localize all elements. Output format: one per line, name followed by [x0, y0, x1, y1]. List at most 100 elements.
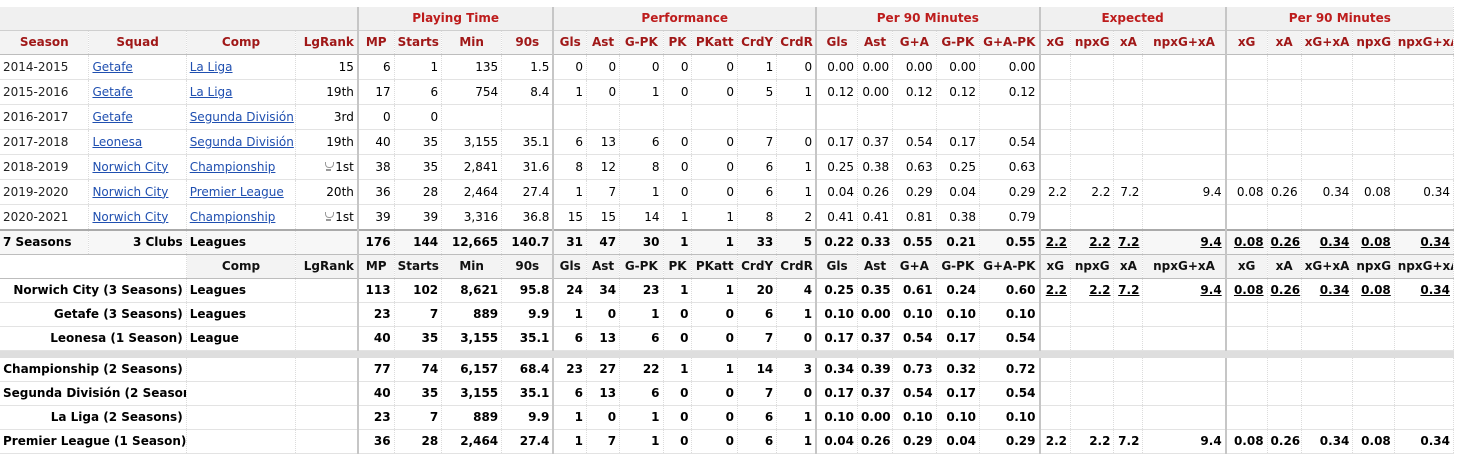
summary-header-g-pk[interactable]: G-PK: [619, 254, 664, 279]
summary-header-xa[interactable]: xA: [1113, 254, 1144, 279]
stat-link[interactable]: 7.2: [1118, 235, 1140, 249]
comp-link[interactable]: La Liga: [189, 84, 233, 99]
column-header-ast[interactable]: Ast: [857, 30, 894, 55]
column-header-xg-xa[interactable]: xG+xA: [1301, 30, 1354, 55]
summary-header-pkatt[interactable]: PKatt: [691, 254, 738, 279]
summary-header-npxg-xa[interactable]: npxG+xA: [1142, 254, 1227, 279]
stat-cell: 0.33: [857, 229, 894, 255]
stat-cell: 40: [356, 381, 395, 406]
summary-header-gls[interactable]: Gls: [815, 254, 858, 279]
column-header-lgrank[interactable]: LgRank: [295, 30, 359, 55]
summary-header-npxg-xa[interactable]: npxG+xA: [1394, 254, 1455, 279]
column-header-gls[interactable]: Gls: [552, 30, 587, 55]
stat-cell: 3,316: [441, 204, 503, 231]
stat-link[interactable]: 0.08: [1233, 235, 1264, 249]
column-header-mp[interactable]: MP: [356, 30, 395, 55]
summary-header-mp[interactable]: MP: [356, 254, 395, 279]
stat-link[interactable]: 0.26: [1270, 235, 1301, 249]
comp-link[interactable]: Premier League: [189, 184, 284, 199]
column-header-xa[interactable]: xA: [1113, 30, 1144, 55]
stat-link[interactable]: 2.2: [1089, 283, 1111, 297]
summary-header-xg[interactable]: xG: [1224, 254, 1268, 279]
stat-link[interactable]: 0.08: [1233, 283, 1264, 297]
column-header-min[interactable]: Min: [441, 30, 503, 55]
stat-cell: 39: [356, 204, 395, 231]
stat-link[interactable]: 0.08: [1361, 283, 1391, 297]
comp-link[interactable]: La Liga: [189, 59, 233, 74]
stat-cell: 6,157: [441, 358, 503, 382]
column-header-npxg[interactable]: npxG: [1070, 30, 1115, 55]
column-header-npxg-xa[interactable]: npxG+xA: [1394, 30, 1455, 55]
summary-header-blank: [0, 254, 187, 279]
squad-link[interactable]: Leonesa: [92, 134, 143, 149]
comp-link[interactable]: Championship: [189, 159, 276, 174]
stat-cell: 1: [552, 179, 587, 205]
stat-cell: 176: [356, 229, 395, 255]
stat-link[interactable]: 0.08: [1361, 235, 1391, 249]
stat-link[interactable]: 0.34: [1319, 235, 1350, 249]
summary-header-g-a-pk[interactable]: G+A-PK: [979, 254, 1040, 279]
column-header-g-pk[interactable]: G-PK: [936, 30, 981, 55]
summary-header-starts[interactable]: Starts: [394, 254, 443, 279]
column-header-xg[interactable]: xG: [1224, 30, 1268, 55]
player-stats-table: Playing Time Performance Per 90 Minutes Exp…: [0, 7, 1455, 454]
squad-link[interactable]: Getafe: [92, 109, 133, 124]
squad-link[interactable]: Norwich City: [92, 209, 169, 224]
column-header-g-pk[interactable]: G-PK: [619, 30, 664, 55]
summary-header-npxg[interactable]: npxG: [1070, 254, 1115, 279]
squad-link[interactable]: Norwich City: [92, 159, 169, 174]
summary-header-xa[interactable]: xA: [1267, 254, 1302, 279]
column-header-ast[interactable]: Ast: [586, 30, 621, 55]
stat-link[interactable]: 9.4: [1200, 283, 1222, 297]
summary-header-xg[interactable]: xG: [1038, 254, 1072, 279]
column-header-starts[interactable]: Starts: [394, 30, 443, 55]
stat-link[interactable]: 2.2: [1045, 235, 1068, 249]
summary-header-crdy[interactable]: CrdY: [737, 254, 778, 279]
column-header-90s[interactable]: 90s: [501, 30, 554, 55]
stat-link[interactable]: 0.34: [1420, 283, 1450, 297]
column-header-npxg-xa[interactable]: npxG+xA: [1142, 30, 1227, 55]
column-header-squad[interactable]: Squad: [88, 30, 187, 55]
column-header-pk[interactable]: PK: [663, 30, 693, 55]
summary-header-xg-xa[interactable]: xG+xA: [1301, 254, 1354, 279]
summary-header-npxg[interactable]: npxG: [1352, 254, 1395, 279]
summary-header-comp[interactable]: Comp: [186, 254, 297, 279]
stat-link[interactable]: 0.34: [1420, 235, 1450, 249]
squad-link[interactable]: Norwich City: [92, 184, 169, 199]
stat-link[interactable]: 9.4: [1200, 235, 1222, 249]
summary-header-ast[interactable]: Ast: [857, 254, 894, 279]
column-header-xg[interactable]: xG: [1038, 30, 1072, 55]
stat-link[interactable]: 7.2: [1118, 283, 1140, 297]
column-header-pkatt[interactable]: PKatt: [691, 30, 738, 55]
summary-header-pk[interactable]: PK: [663, 254, 693, 279]
summary-rank: [295, 326, 359, 351]
column-header-crdr[interactable]: CrdR: [776, 30, 817, 55]
summary-header-g-pk[interactable]: G-PK: [936, 254, 981, 279]
summary-header-ast[interactable]: Ast: [586, 254, 621, 279]
column-header-gls[interactable]: Gls: [815, 30, 858, 55]
summary-header-90s[interactable]: 90s: [501, 254, 554, 279]
comp-link[interactable]: Championship: [189, 209, 276, 224]
stat-link[interactable]: 2.2: [1045, 283, 1068, 297]
summary-header-lgrank[interactable]: LgRank: [295, 254, 359, 279]
summary-header-crdr[interactable]: CrdR: [776, 254, 817, 279]
comp-link[interactable]: Segunda División: [189, 134, 294, 149]
column-header-crdy[interactable]: CrdY: [737, 30, 778, 55]
column-header-g-a[interactable]: G+A: [892, 30, 937, 55]
stat-link[interactable]: 0.34: [1319, 283, 1350, 297]
column-header-npxg[interactable]: npxG: [1352, 30, 1395, 55]
squad-link[interactable]: Getafe: [92, 84, 133, 99]
column-header-g-a-pk[interactable]: G+A-PK: [979, 30, 1040, 55]
comp-link[interactable]: Segunda División: [189, 109, 294, 124]
column-header-season[interactable]: Season: [0, 30, 90, 55]
summary-header-g-a[interactable]: G+A: [892, 254, 937, 279]
stat-link[interactable]: 2.2: [1089, 235, 1111, 249]
column-header-xa[interactable]: xA: [1267, 30, 1302, 55]
summary-header-min[interactable]: Min: [441, 254, 503, 279]
squad-link[interactable]: Getafe: [92, 59, 133, 74]
column-header-comp[interactable]: Comp: [186, 30, 297, 55]
stat-link[interactable]: 0.26: [1270, 283, 1301, 297]
stat-cell: 0: [663, 381, 693, 406]
summary-header-gls[interactable]: Gls: [552, 254, 587, 279]
